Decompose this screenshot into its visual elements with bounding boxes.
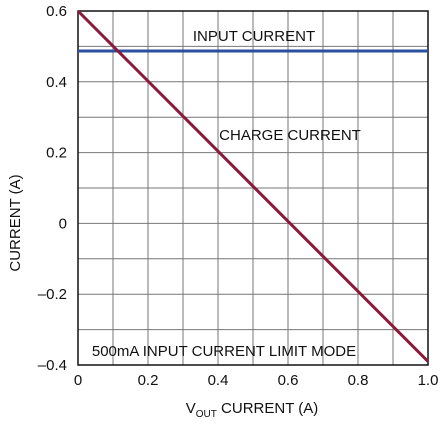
y-axis-title: CURRENT (A) <box>7 174 24 271</box>
y-tick-label: 0.4 <box>46 74 67 91</box>
y-tick-label: 0.2 <box>46 145 67 162</box>
annotation-limit-mode: 500mA INPUT CURRENT LIMIT MODE <box>92 343 356 360</box>
x-tick-label: 1.0 <box>418 372 439 389</box>
x-tick-label: 0 <box>74 372 82 389</box>
annotation-charge-current: CHARGE CURRENT <box>219 127 361 144</box>
annotation-input-current: INPUT CURRENT <box>193 28 315 45</box>
x-tick-label: 0.8 <box>348 372 369 389</box>
plot-frame <box>77 10 429 366</box>
y-tick-label: 0.6 <box>46 3 67 20</box>
x-tick-label: 0.4 <box>208 372 229 389</box>
x-axis-title-suffix: CURRENT (A) <box>217 400 318 417</box>
x-axis-title-subscript: OUT <box>196 409 217 420</box>
y-tick-labels: 0.6 0.4 0.2 0 –0.2 –0.4 <box>38 3 67 374</box>
series-layer <box>76 9 430 363</box>
x-tick-labels: 0 0.2 0.4 0.6 0.8 1.0 <box>74 372 439 389</box>
y-tick-label: –0.2 <box>38 286 67 303</box>
x-axis-title-prefix: V <box>186 400 196 417</box>
x-axis-title: VOUT CURRENT (A) <box>186 400 319 420</box>
y-tick-label: 0 <box>59 215 67 232</box>
x-tick-label: 0.6 <box>278 372 299 389</box>
series-line-charge-current <box>76 9 430 363</box>
y-tick-label: –0.4 <box>38 357 67 374</box>
x-tick-label: 0.2 <box>138 372 159 389</box>
